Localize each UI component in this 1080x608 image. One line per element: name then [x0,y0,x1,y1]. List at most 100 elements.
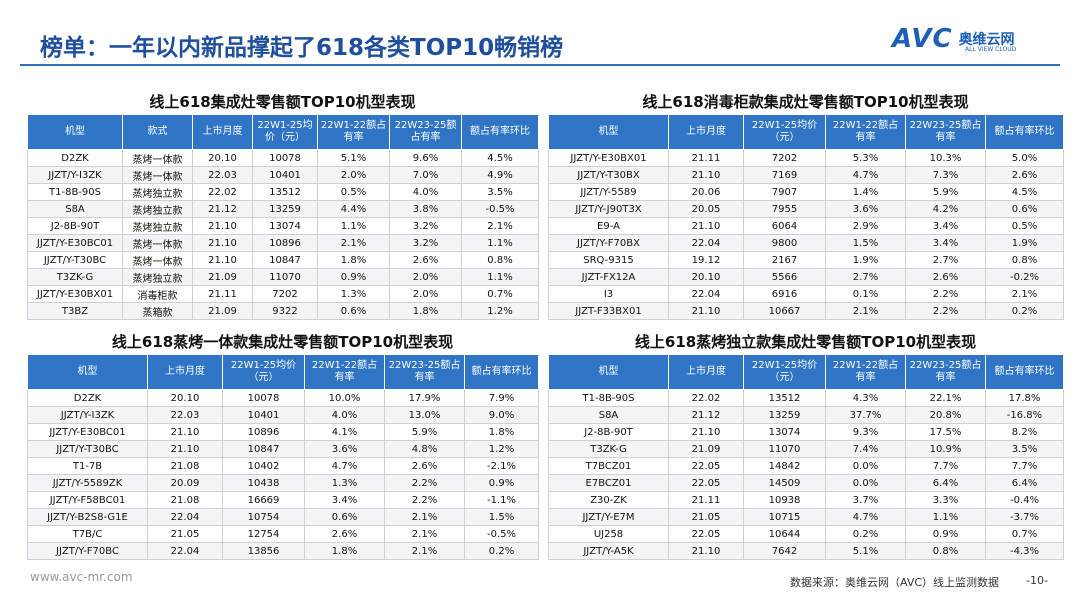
table-cell: -1.1% [464,491,539,509]
table-cell: 21.08 [147,491,223,509]
table-cell: 21.10 [192,251,253,269]
table-cell: JJZT/Y-A5K [548,542,669,560]
table-cell: 10644 [743,525,826,543]
table-cell: 1.1% [461,234,539,252]
column-header: 机型 [27,114,123,150]
table-row: JJZT/Y-E30BX01 21.11 7202 5.3% 10.3% 5.0% [548,149,1064,167]
table-row: JJZT/Y-5589ZK 20.09 10438 1.3% 2.2% 0.9% [27,474,539,492]
table-cell: 2.6% [985,166,1064,184]
table-cell: 20.09 [147,474,223,492]
table-cell: S8A [548,406,669,424]
table-cell: 5.1% [317,149,390,167]
table-cell: 16669 [222,491,305,509]
table-cell: 22.02 [192,183,253,201]
table-cell: 蒸烤独立款 [122,217,193,235]
table-cell: 10402 [222,457,305,475]
table-cell: 2.1% [461,217,539,235]
table-cell: 21.12 [192,200,253,218]
table-cell: 10938 [743,491,826,509]
table-cell: 4.4% [317,200,390,218]
table-cell: 4.7% [825,508,906,526]
table-cell: 2.0% [317,166,390,184]
table-cell: 7.7% [985,457,1064,475]
column-header: 机型 [548,354,669,390]
table-cell: 10896 [252,234,318,252]
table-cell: 1.4% [825,183,906,201]
table-cell: 0.5% [317,183,390,201]
table-cell: 10.3% [905,149,986,167]
table-cell: 22.05 [668,474,744,492]
data-table: 机型 上市月度 22W1-25均价（元） 22W1-22额占有率 22W23-25额占有… [548,354,1064,560]
table-cell: 2.2% [384,474,465,492]
column-header: 22W23-25额占有率 [389,114,462,150]
table-cell: 7.0% [389,166,462,184]
table-cell: 7.9% [464,389,539,407]
column-header: 22W1-22额占有率 [825,114,906,150]
table-row: E9-A 21.10 6064 2.9% 3.4% 0.5% [548,217,1064,235]
table-cell: 22.04 [668,234,744,252]
table-cell: 0.6% [317,302,390,320]
table-cell: 10667 [743,302,826,320]
table-row: JJZT/Y-T30BC 蒸烤一体款 21.10 10847 1.8% 2.6% 0.8% [27,251,539,269]
table-head: 机型 款式 上市月度 22W1-25均价（元） 22W1-22额占有率 22W23-25额… [27,114,539,150]
table-cell: 22.05 [668,525,744,543]
table-cell: 21.10 [147,423,223,441]
table-cell: 7202 [252,285,318,303]
table-cell: 22.03 [192,166,253,184]
column-header: 22W23-25额占有率 [905,114,986,150]
table-cell: 17.8% [985,389,1064,407]
table-cell: 3.4% [905,234,986,252]
table-row: JJZT/Y-F70BC 22.04 13856 1.8% 2.1% 0.2% [27,542,539,560]
column-header: 22W1-22额占有率 [825,354,906,390]
table-row: JJZT/Y-I3ZK 蒸烤一体款 22.03 10401 2.0% 7.0% 4.9% [27,166,539,184]
table-cell: 5566 [743,268,826,286]
logo-name: 奥维云网 [958,32,1015,48]
header-row: 机型 上市月度 22W1-25均价（元） 22W1-22额占有率 22W23-25额占有… [27,354,539,390]
table-cell: 5.1% [825,542,906,560]
table-cell: 21.09 [192,302,253,320]
table-row: J2-8B-90T 21.10 13074 9.3% 17.5% 8.2% [548,423,1064,441]
column-header: 22W23-25额占有率 [384,354,465,390]
table-cell: 1.3% [304,474,385,492]
table-cell: 蒸烤一体款 [122,234,193,252]
table-cell: 0.9% [317,268,390,286]
table-row: JJZT/Y-F58BC01 21.08 16669 3.4% 2.2% -1.1% [27,491,539,509]
table-cell: 13512 [252,183,318,201]
table-cell: 21.09 [668,440,744,458]
table-cell: 8.2% [985,423,1064,441]
table-cell: 4.2% [905,200,986,218]
table-cell: 10896 [222,423,305,441]
table-cell: 9.0% [464,406,539,424]
table-cell: 20.06 [668,183,744,201]
table-cell: 4.7% [304,457,385,475]
table-cell: 10078 [222,389,305,407]
table-cell: 3.4% [905,217,986,235]
table-cell: E7BCZ01 [548,474,669,492]
table-cell: 21.10 [668,423,744,441]
table-cell: 1.8% [317,251,390,269]
table-cell: 9.6% [389,149,462,167]
table-cell: JJZT/Y-5589ZK [27,474,148,492]
table-cell: JJZT/Y-E30BC01 [27,234,123,252]
column-header: 额占有率环比 [461,114,539,150]
table-row: T3ZK-G 蒸烤独立款 21.09 11070 0.9% 2.0% 1.1% [27,268,539,286]
table-cell: 10.0% [304,389,385,407]
table-cell: 13856 [222,542,305,560]
table-cell: 19.12 [668,251,744,269]
table-cell: -0.4% [985,491,1064,509]
logo-brand: AVC [892,24,953,54]
page-number: -10- [1026,574,1048,587]
table-cell: T3ZK-G [27,268,123,286]
table-cell: 13.0% [384,406,465,424]
logo-tagline: ALL VIEW CLOUD [965,46,1017,53]
table-cell: 11070 [252,268,318,286]
header-row: 机型 上市月度 22W1-25均价（元） 22W1-22额占有率 22W23-25额占有… [548,354,1064,390]
table-cell: 21.08 [147,457,223,475]
table-cell: 4.5% [985,183,1064,201]
table-cell: 10401 [252,166,318,184]
column-header: 22W1-25均价（元） [743,354,826,390]
table-block: 线上618集成灶零售额TOP10机型表现 机型 款式 上市月度 22W1-25均价（元）… [27,90,539,320]
table-row: JJZT-FX12A 20.10 5566 2.7% 2.6% -0.2% [548,268,1064,286]
table-cell: 0.8% [905,542,986,560]
table-cell: Z30-ZK [548,491,669,509]
